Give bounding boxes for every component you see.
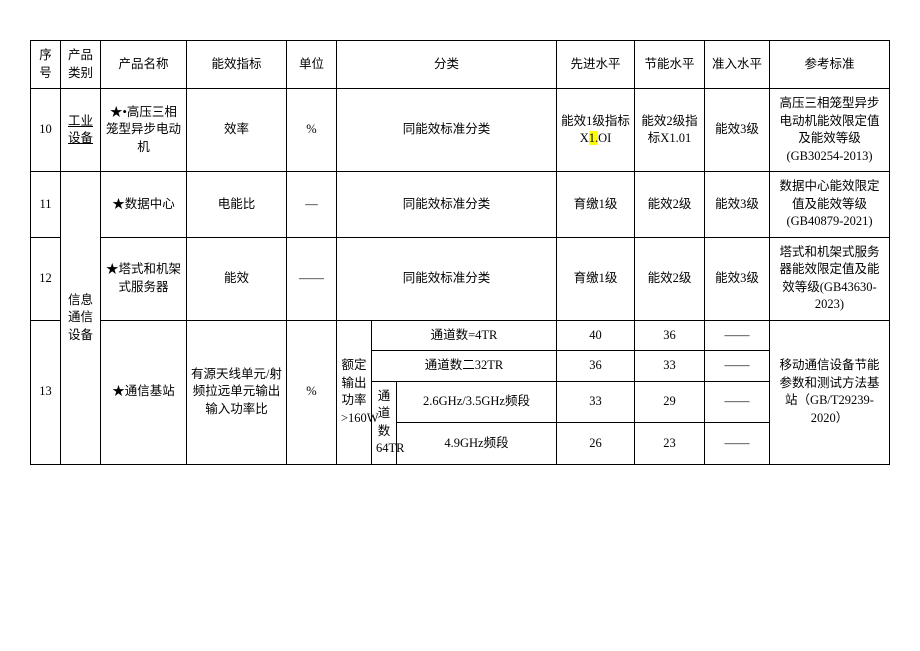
hdr-unit: 单位 — [287, 41, 337, 89]
hdr-entry: 准入水平 — [705, 41, 770, 89]
cell-metric: 效率 — [187, 89, 287, 172]
cell-entry: —— — [705, 381, 770, 423]
cell-entry: —— — [705, 423, 770, 465]
cell-standard: 塔式和机架式服务器能效限定值及能效等级(GB43630-2023) — [770, 237, 890, 320]
cell-saving: 23 — [635, 423, 705, 465]
hdr-category: 产品类别 — [61, 41, 101, 89]
table-row: 12 ★塔式和机架式服务器 能效 —— 同能效标准分类 育缴1级 能效2级 能效… — [31, 237, 890, 320]
cell-classification: 同能效标准分类 — [337, 89, 557, 172]
cell-advanced: 育缴1级 — [557, 172, 635, 238]
cell-unit: % — [287, 320, 337, 464]
cell-category: 工业 设备 — [61, 89, 101, 172]
cell-standard: 高压三相笼型异步电动机能效限定值及能效等级(GB30254-2013) — [770, 89, 890, 172]
cell-saving: 36 — [635, 320, 705, 351]
hdr-saving: 节能水平 — [635, 41, 705, 89]
adv-hl: 1. — [589, 131, 598, 145]
spec-table: 序号 产品类别 产品名称 能效指标 单位 分类 先进水平 节能水平 准入水平 参… — [30, 40, 890, 465]
cat-bottom: 设备 — [68, 131, 93, 145]
cell-name: ★通信基站 — [101, 320, 187, 464]
cell-name: ★塔式和机架式服务器 — [101, 237, 187, 320]
table-row: 13 ★通信基站 有源天线单元/射频拉远单元输出输入功率比 % 额定输出功率>1… — [31, 320, 890, 351]
cat-top: 工业 — [68, 114, 93, 128]
cell-band: 4.9GHz频段 — [397, 423, 557, 465]
cell-saving: 能效2级 — [635, 172, 705, 238]
cell-unit: — — [287, 172, 337, 238]
cell-metric: 能效 — [187, 237, 287, 320]
hdr-name: 产品名称 — [101, 41, 187, 89]
cell-classification: 同能效标准分类 — [337, 237, 557, 320]
cell-entry: 能效3级 — [705, 237, 770, 320]
table-row: 11 信息通信设备 ★数据中心 电能比 — 同能效标准分类 育缴1级 能效2级 … — [31, 172, 890, 238]
cell-saving: 29 — [635, 381, 705, 423]
cell-seq: 10 — [31, 89, 61, 172]
table-row: 10 工业 设备 ★•高压三相笼型异步电动机 效率 % 同能效标准分类 能效1级… — [31, 89, 890, 172]
cell-advanced: 育缴1级 — [557, 237, 635, 320]
cell-standard: 数据中心能效限定值及能效等级(GB40879-2021) — [770, 172, 890, 238]
cell-seq: 11 — [31, 172, 61, 238]
cell-advanced: 33 — [557, 381, 635, 423]
cell-name: ★数据中心 — [101, 172, 187, 238]
hdr-seq: 序号 — [31, 41, 61, 89]
cell-unit: % — [287, 89, 337, 172]
cell-standard: 移动通信设备节能参数和测试方法基站（GB/T29239-2020） — [770, 320, 890, 464]
hdr-metric: 能效指标 — [187, 41, 287, 89]
cell-saving: 33 — [635, 351, 705, 382]
cell-advanced: 26 — [557, 423, 635, 465]
cell-seq: 12 — [31, 237, 61, 320]
cell-advanced: 36 — [557, 351, 635, 382]
cell-entry: 能效3级 — [705, 172, 770, 238]
hdr-standard: 参考标准 — [770, 41, 890, 89]
header-row: 序号 产品类别 产品名称 能效指标 单位 分类 先进水平 节能水平 准入水平 参… — [31, 41, 890, 89]
cell-class-sub: 通道数二32TR — [372, 351, 557, 382]
cell-saving: 能效2级指标X1.01 — [635, 89, 705, 172]
adv-post: OI — [598, 131, 611, 145]
cell-seq: 13 — [31, 320, 61, 464]
cell-metric: 有源天线单元/射频拉远单元输出输入功率比 — [187, 320, 287, 464]
hdr-advanced: 先进水平 — [557, 41, 635, 89]
cell-entry: 能效3级 — [705, 89, 770, 172]
cell-band: 2.6GHz/3.5GHz频段 — [397, 381, 557, 423]
cell-saving: 能效2级 — [635, 237, 705, 320]
cell-entry: —— — [705, 351, 770, 382]
cell-name: ★•高压三相笼型异步电动机 — [101, 89, 187, 172]
hdr-classification: 分类 — [337, 41, 557, 89]
cell-advanced: 能效1级指标X1.OI — [557, 89, 635, 172]
cell-metric: 电能比 — [187, 172, 287, 238]
cell-entry: —— — [705, 320, 770, 351]
cell-unit: —— — [287, 237, 337, 320]
cell-category: 信息通信设备 — [61, 172, 101, 465]
cell-classification: 同能效标准分类 — [337, 172, 557, 238]
cell-class-power: 额定输出功率>160W — [337, 320, 372, 464]
cell-class-sub: 通道数=4TR — [372, 320, 557, 351]
cell-advanced: 40 — [557, 320, 635, 351]
